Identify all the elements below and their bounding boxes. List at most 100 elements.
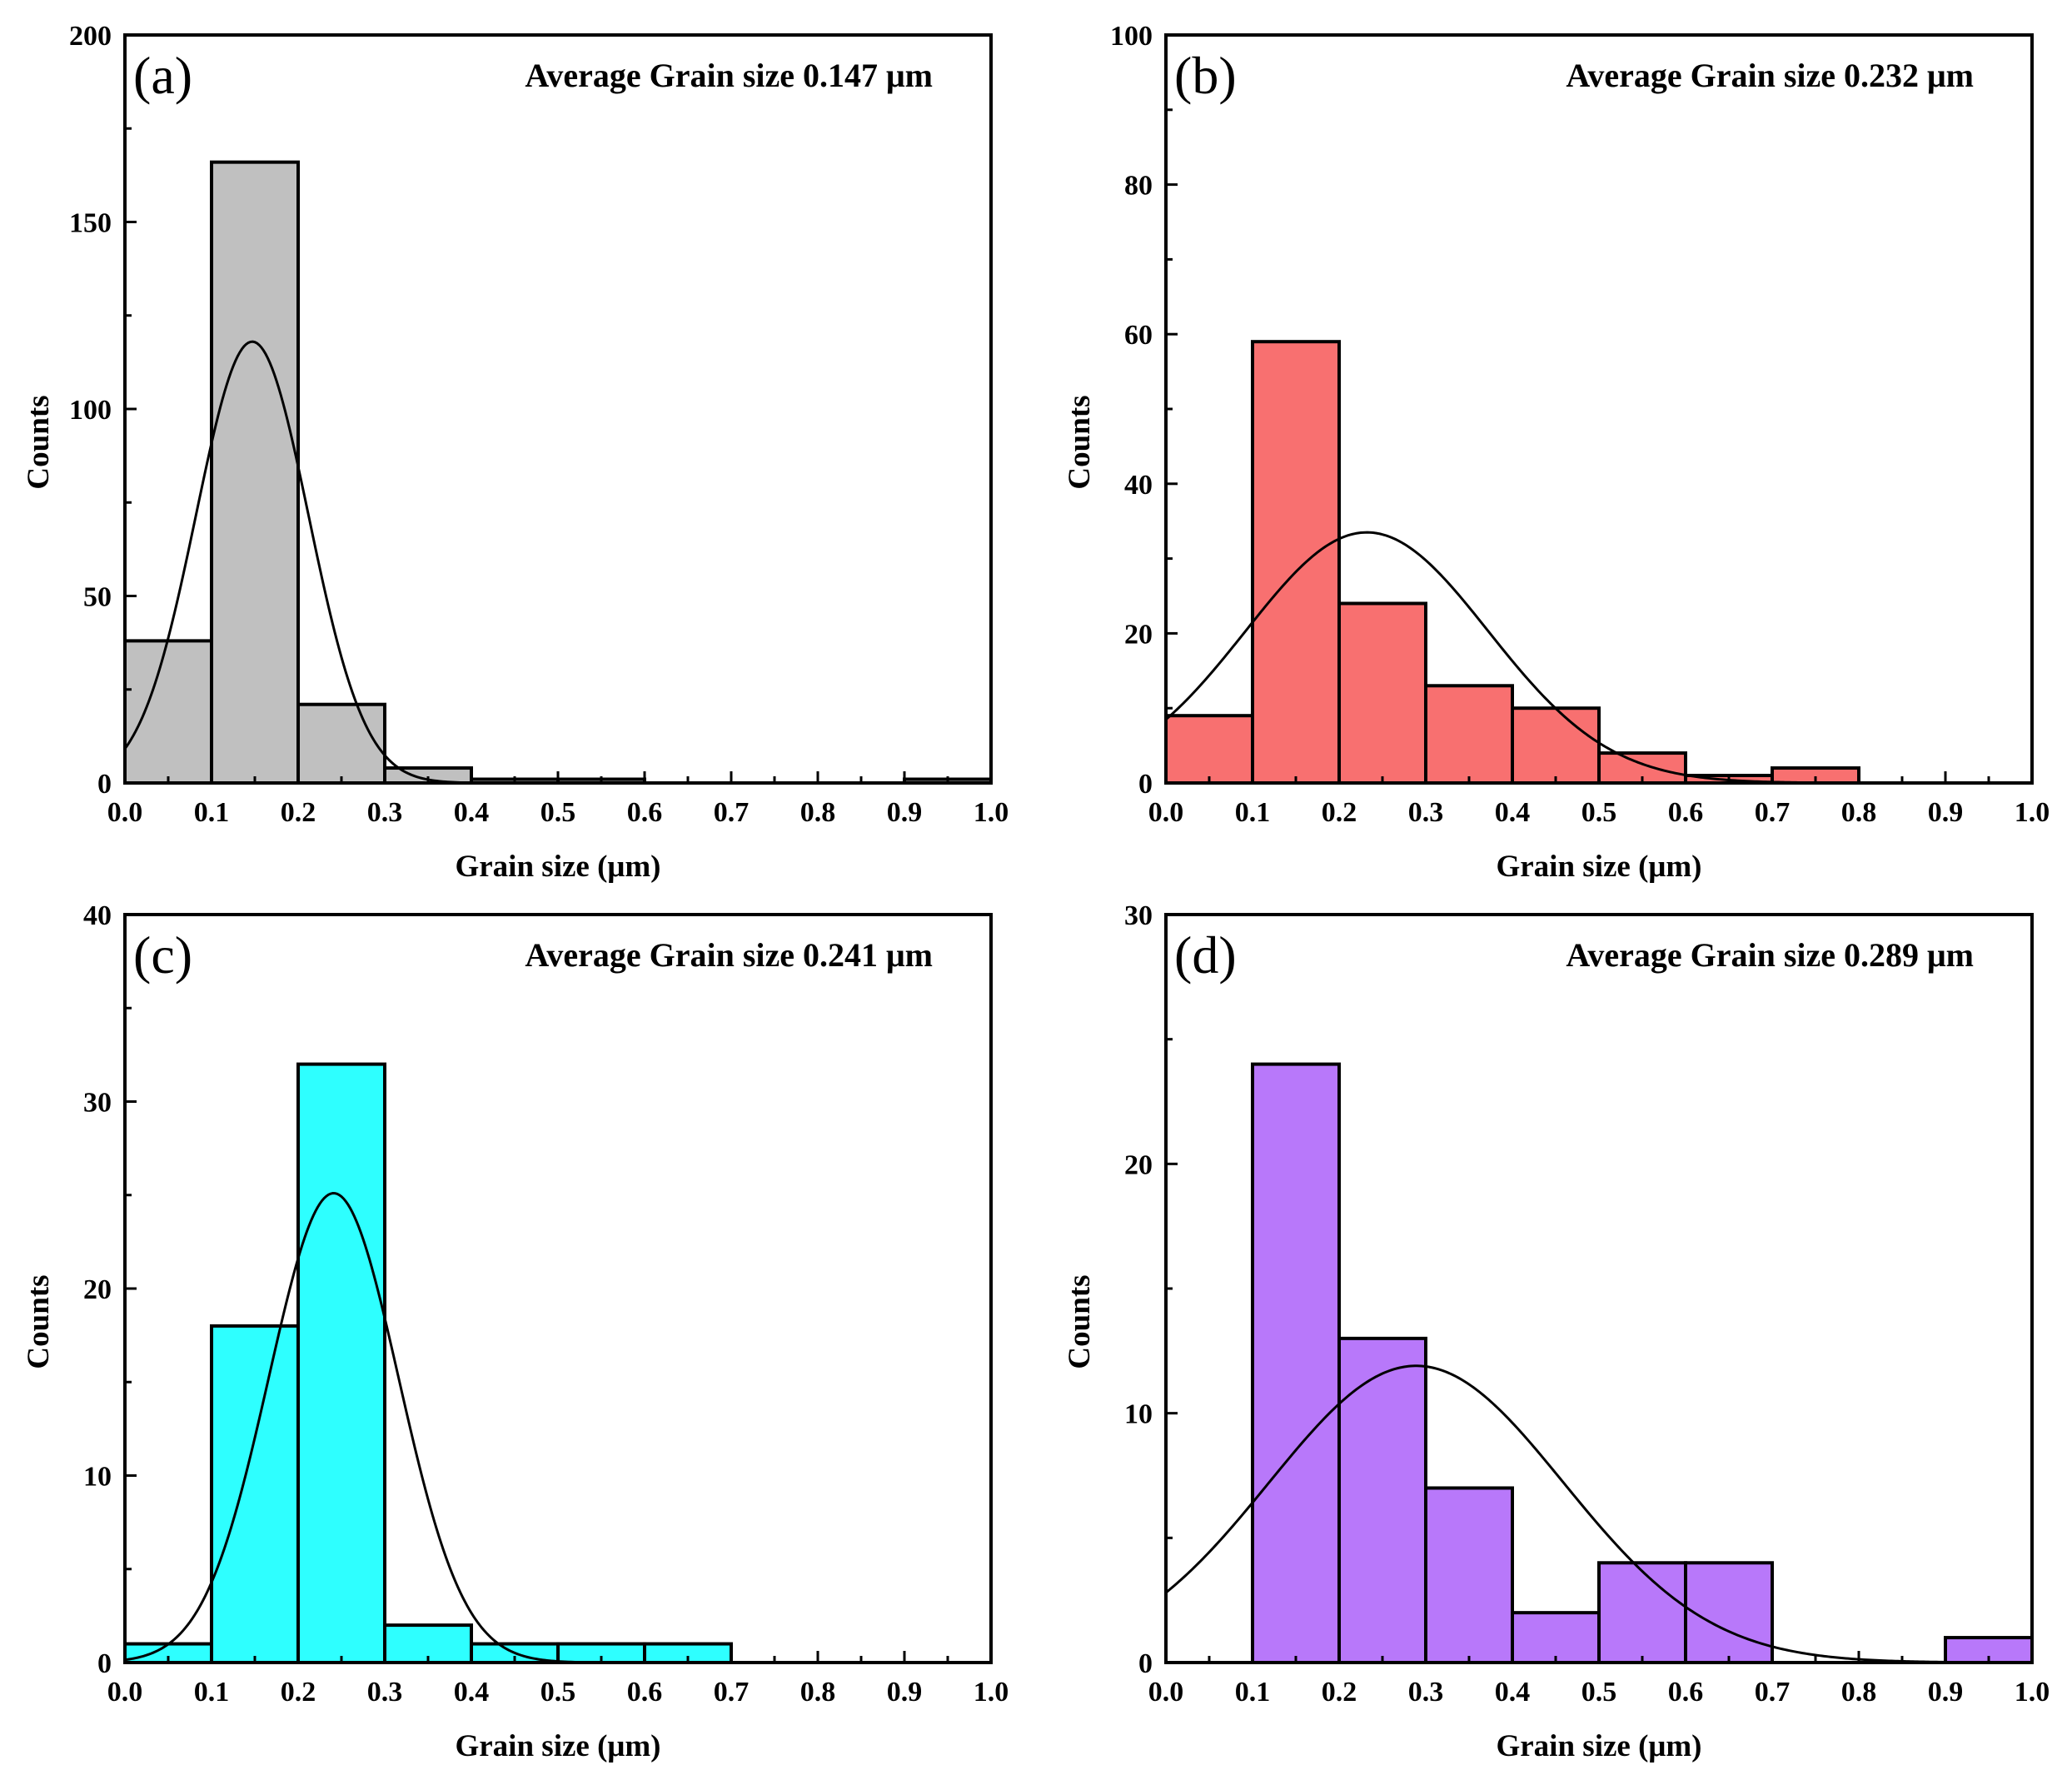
y-tick-label: 40 — [1124, 470, 1153, 501]
y-tick-label: 100 — [1110, 21, 1153, 52]
x-tick-label: 0.7 — [714, 1677, 750, 1708]
y-axis-title: Counts — [1063, 1274, 1097, 1369]
average-grain-size-annotation: Average Grain size 0.232 μm — [1566, 57, 1974, 94]
histogram-bar — [1251, 340, 1341, 785]
histogram-bar — [1251, 1062, 1341, 1664]
histogram-bar — [1424, 1486, 1514, 1665]
x-tick-label: 1.0 — [2015, 1677, 2050, 1708]
histogram-bar — [296, 702, 386, 785]
y-tick-label: 30 — [83, 1088, 112, 1119]
x-tick-label: 0.9 — [1928, 1677, 1964, 1708]
chart-panel-c: 0.0 0.1 0.2 0.3 0.4 0.5 0.6 0.7 0.8 0.9 1.0 0 10 20 30… — [22, 900, 1009, 1763]
x-tick-label: 0.3 — [1408, 797, 1444, 828]
x-tick-label: 0.2 — [281, 1677, 316, 1708]
y-tick-label: 150 — [69, 208, 112, 239]
y-tick-label: 0 — [97, 1648, 112, 1679]
x-tick-label: 0.6 — [627, 797, 663, 828]
histogram-bar — [1511, 706, 1601, 785]
x-tick-label: 0.7 — [714, 797, 750, 828]
x-tick-label: 0.7 — [1755, 1677, 1791, 1708]
y-tick-label: 20 — [1124, 1149, 1153, 1180]
x-tick-label: 1.0 — [2015, 797, 2050, 828]
y-tick-label: 10 — [83, 1462, 112, 1493]
y-tick-label: 200 — [69, 21, 112, 52]
y-tick-label: 60 — [1124, 320, 1153, 351]
x-tick-label: 0.7 — [1755, 797, 1791, 828]
x-axis-title: Grain size (μm) — [455, 850, 660, 884]
x-tick-label: 0.8 — [1841, 797, 1877, 828]
x-tick-label: 0.5 — [1581, 1677, 1617, 1708]
y-tick-label: 10 — [1124, 1399, 1153, 1430]
y-axis-title: Counts — [22, 1274, 56, 1369]
chart-panel-a: 0.0 0.1 0.2 0.3 0.4 0.5 0.6 0.7 0.8 0.9 1.0 0 50 100 1… — [22, 21, 1009, 884]
x-tick-label: 0.3 — [1408, 1677, 1444, 1708]
x-tick-label: 0.4 — [1495, 797, 1531, 828]
chart-panel-d: 0.0 0.1 0.2 0.3 0.4 0.5 0.6 0.7 0.8 0.9 1.0 0 10 20 30… — [1063, 900, 2050, 1763]
x-tick-label: 0.3 — [367, 1677, 403, 1708]
histogram-bar — [1424, 684, 1514, 785]
histogram-bar — [123, 639, 213, 785]
histogram-bar — [1337, 601, 1427, 785]
x-tick-label: 0.9 — [1928, 797, 1964, 828]
y-tick-label: 20 — [83, 1274, 112, 1305]
gaussian-fit-curve — [1165, 1364, 2032, 1664]
x-tick-label: 0.5 — [540, 797, 576, 828]
x-tick-label: 0.5 — [1581, 797, 1617, 828]
x-tick-label: 0.6 — [1668, 1677, 1704, 1708]
y-tick-label: 50 — [83, 582, 112, 613]
x-axis-title: Grain size (μm) — [455, 1729, 660, 1763]
y-axis-title: Counts — [22, 395, 56, 489]
average-grain-size-annotation: Average Grain size 0.147 μm — [525, 57, 933, 94]
x-tick-label: 0.9 — [887, 797, 923, 828]
x-tick-label: 0.9 — [887, 1677, 923, 1708]
y-tick-label: 0 — [97, 769, 112, 800]
histogram-bar — [210, 1324, 300, 1665]
x-tick-label: 0.6 — [627, 1677, 663, 1708]
x-tick-label: 1.0 — [974, 1677, 1009, 1708]
histogram-bar — [1337, 1336, 1427, 1665]
chart-panel-b: 0.0 0.1 0.2 0.3 0.4 0.5 0.6 0.7 0.8 0.9 1.0 0 20 40 60… — [1063, 21, 2050, 884]
x-tick-label: 0.8 — [1841, 1677, 1877, 1708]
x-tick-label: 0.0 — [107, 1677, 143, 1708]
x-tick-label: 1.0 — [974, 797, 1009, 828]
average-grain-size-annotation: Average Grain size 0.241 μm — [525, 936, 933, 974]
y-tick-label: 40 — [83, 900, 112, 931]
histogram-bar — [210, 160, 300, 785]
x-tick-label: 0.3 — [367, 797, 403, 828]
x-tick-label: 0.0 — [1148, 797, 1184, 828]
histogram-bar — [296, 1062, 386, 1664]
x-tick-label: 0.1 — [194, 1677, 230, 1708]
panel-label: (d) — [1174, 925, 1237, 985]
histogram-bar — [1164, 714, 1254, 785]
x-tick-label: 0.1 — [194, 797, 230, 828]
histogram-bar — [1597, 1561, 1687, 1665]
x-tick-label: 0.2 — [1322, 1677, 1357, 1708]
y-tick-label: 30 — [1124, 900, 1153, 931]
y-axis-title: Counts — [1063, 395, 1097, 489]
x-tick-label: 0.1 — [1235, 1677, 1271, 1708]
x-tick-label: 0.8 — [800, 797, 836, 828]
y-tick-label: 20 — [1124, 619, 1153, 650]
x-tick-label: 0.0 — [1148, 1677, 1184, 1708]
panel-label: (c) — [133, 925, 192, 985]
x-tick-label: 0.4 — [454, 1677, 490, 1708]
x-tick-label: 0.2 — [1322, 797, 1357, 828]
x-tick-label: 0.8 — [800, 1677, 836, 1708]
y-tick-label: 0 — [1138, 1648, 1153, 1679]
x-tick-label: 0.2 — [281, 797, 316, 828]
x-tick-label: 0.5 — [540, 1677, 576, 1708]
y-tick-label: 80 — [1124, 171, 1153, 202]
panel-label: (a) — [133, 46, 192, 105]
y-tick-label: 100 — [69, 395, 112, 426]
y-tick-label: 0 — [1138, 769, 1153, 800]
x-axis-title: Grain size (μm) — [1496, 850, 1701, 884]
panel-label: (b) — [1174, 46, 1237, 105]
histogram-bar — [1684, 1561, 1774, 1665]
histogram-bar — [1511, 1611, 1601, 1664]
x-axis-title: Grain size (μm) — [1496, 1729, 1701, 1763]
average-grain-size-annotation: Average Grain size 0.289 μm — [1566, 936, 1974, 974]
x-tick-label: 0.0 — [107, 797, 143, 828]
x-tick-label: 0.6 — [1668, 797, 1704, 828]
x-tick-label: 0.1 — [1235, 797, 1271, 828]
